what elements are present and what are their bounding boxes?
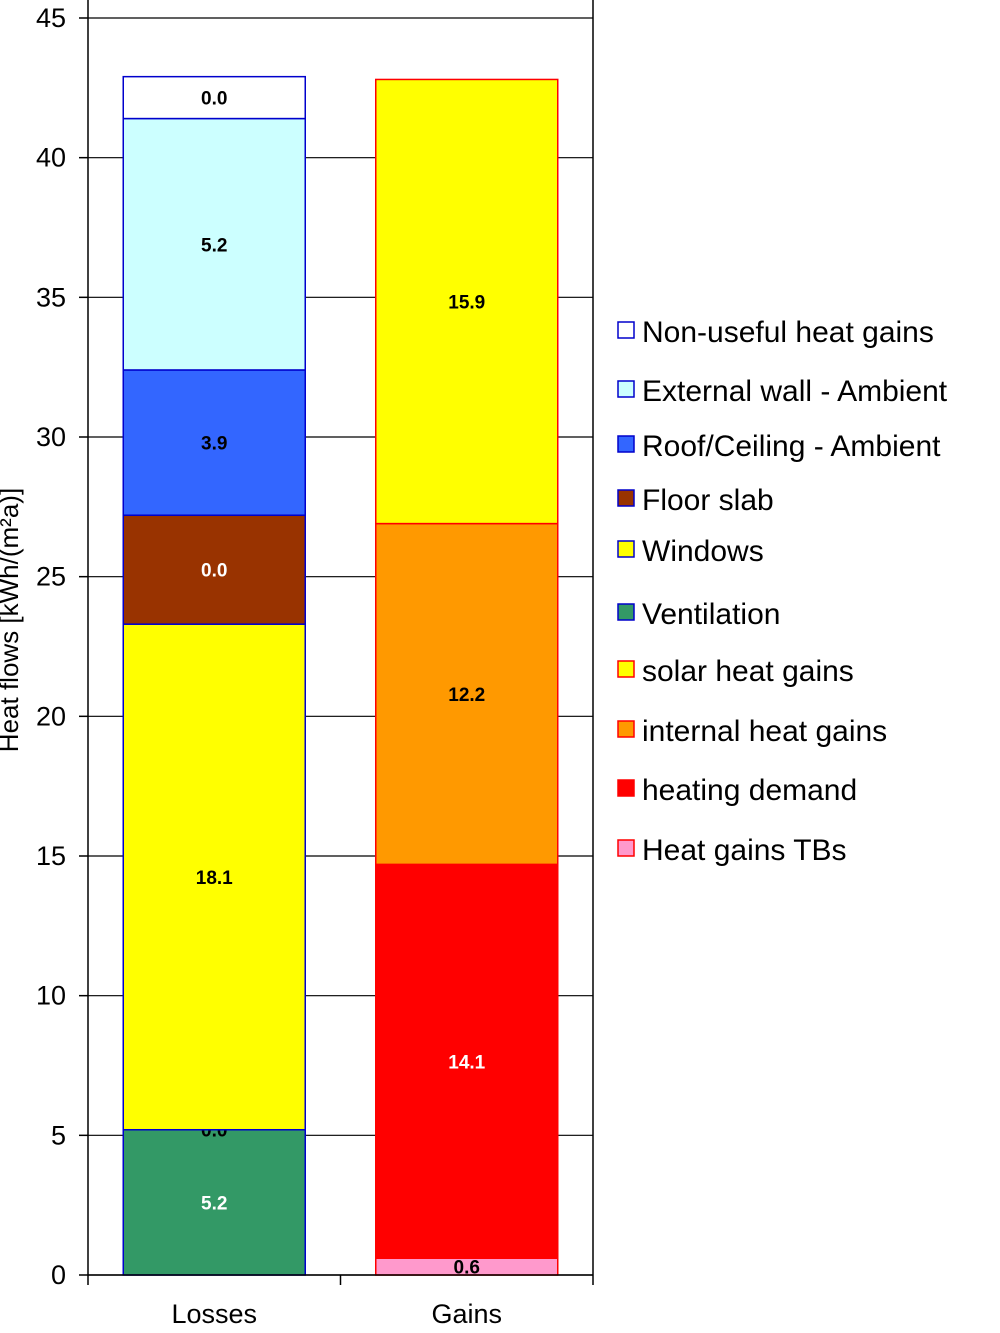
legend-swatch-heating-demand	[617, 779, 635, 797]
bar-segments: 5.20.018.10.03.95.20.00.614.112.215.9	[122, 75, 559, 1279]
legend-swatch-solar-heat-gains	[617, 660, 635, 678]
legend-entry-windows: Windows	[642, 535, 764, 568]
legend-entry-ventilation: Ventilation	[642, 598, 780, 631]
data-label-losses-floor-slab: 0.0	[201, 561, 227, 582]
category-label-losses: Losses	[171, 1299, 257, 1329]
legend-swatch-non-useful-heat-gains	[617, 321, 635, 339]
legend-entry-non-useful-heat-gains: Non-useful heat gains	[642, 316, 934, 349]
y-tick-labels: 0 5 10 15 20 25 30 35 40 45	[36, 3, 88, 1290]
y-axis-label: Heat flows [kWh/(m²a)]	[0, 488, 24, 752]
data-label-losses-roof-ceiling-ambient: 3.9	[201, 434, 227, 455]
bar-segment-gains-solar-heat-gains	[375, 78, 559, 525]
y-tick-label-15: 15	[36, 841, 66, 871]
data-label-losses-windows: 18.1	[196, 868, 233, 889]
bar-segment-losses-external-wall-ambient	[122, 117, 306, 371]
data-label-gains-heating-demand: 14.1	[448, 1052, 485, 1073]
legend-entry-heat-gains-tbs: Heat gains TBs	[642, 834, 847, 867]
y-tick-label-35: 35	[36, 282, 66, 312]
data-label-gains-solar-heat-gains: 15.9	[448, 293, 485, 314]
legend-entry-heating-demand: heating demand	[642, 774, 857, 807]
legend: Non-useful heat gains External wall - Amb…	[617, 316, 948, 867]
y-tick-label-5: 5	[51, 1120, 66, 1150]
legend-swatch-roof-ceiling-ambient	[617, 435, 635, 453]
axes	[87, 0, 594, 1285]
data-label-losses-non-useful-heat-gains: 0.0	[201, 89, 227, 110]
legend-swatch-windows	[617, 540, 635, 558]
y-tick-label-25: 25	[36, 562, 66, 592]
y-tick-label-45: 45	[36, 3, 66, 33]
data-label-gains-heat-gains-tbs: 0.6	[454, 1258, 480, 1279]
bar-segment-gains-heating-demand	[375, 863, 559, 1259]
bar-segment-losses-non-useful-heat-gains	[122, 75, 306, 120]
legend-entry-internal-heat-gains: internal heat gains	[642, 715, 887, 748]
y-tick-label-20: 20	[36, 701, 66, 731]
category-label-gains: Gains	[431, 1299, 502, 1329]
legend-entry-floor-slab: Floor slab	[642, 484, 774, 517]
legend-entry-roof-ceiling-ambient: Roof/Ceiling - Ambient	[642, 430, 941, 463]
bar-segment-losses-windows	[122, 623, 306, 1131]
legend-swatch-floor-slab	[617, 489, 635, 507]
legend-swatch-internal-heat-gains	[617, 720, 635, 738]
data-label-losses-external-wall-ambient: 5.2	[201, 235, 227, 256]
legend-swatch-external-wall-ambient	[617, 380, 635, 398]
legend-swatch-heat-gains-tbs	[617, 839, 635, 857]
data-label-losses-ventilation: 5.2	[201, 1193, 227, 1214]
legend-entry-external-wall-ambient: External wall - Ambient	[642, 375, 948, 408]
data-label-gains-internal-heat-gains: 12.2	[448, 685, 485, 706]
bar-segment-losses-floor-slab	[122, 514, 306, 625]
category-labels: Losses Gains	[171, 1299, 502, 1329]
y-tick-label-40: 40	[36, 143, 66, 173]
y-tick-label-30: 30	[36, 422, 66, 452]
legend-entry-solar-heat-gains: solar heat gains	[642, 655, 854, 688]
legend-swatch-ventilation	[617, 603, 635, 621]
y-tick-label-0: 0	[51, 1260, 66, 1290]
bar-segment-losses-roof-ceiling-ambient	[122, 369, 306, 516]
y-tick-label-10: 10	[36, 981, 66, 1011]
